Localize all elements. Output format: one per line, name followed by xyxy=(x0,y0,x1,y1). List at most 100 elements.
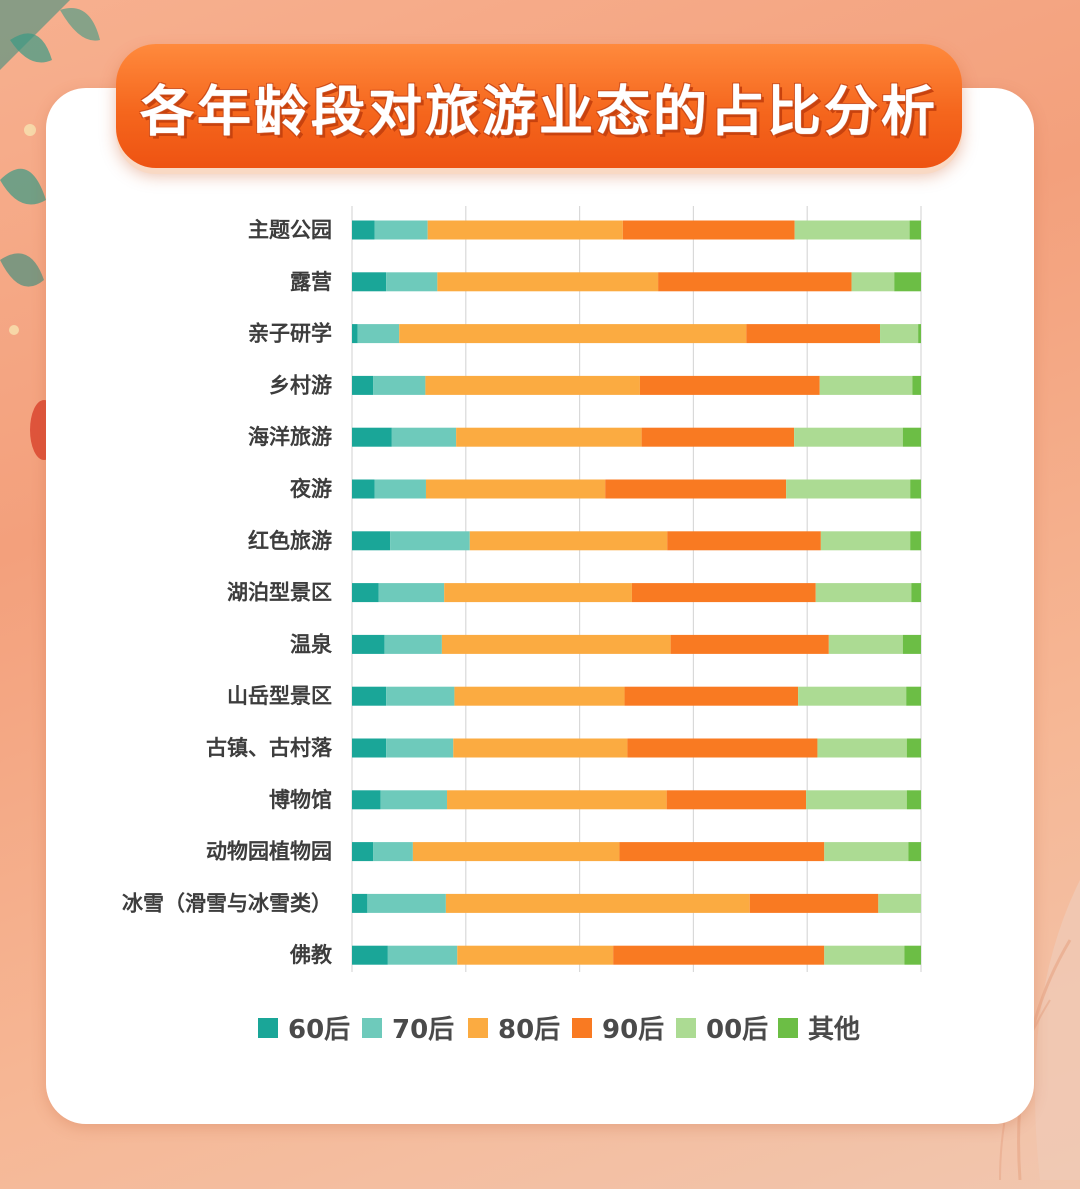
bar-segment xyxy=(390,531,470,551)
bar-segment xyxy=(631,583,816,603)
bar-segment xyxy=(902,427,921,447)
bar-segment xyxy=(918,324,921,344)
bar-segment xyxy=(820,531,911,551)
bar-segment xyxy=(384,634,442,654)
bar-segment xyxy=(851,272,895,292)
bar-segment xyxy=(624,686,799,706)
bar-segment xyxy=(667,531,821,551)
category-label: 红色旅游 xyxy=(248,529,332,553)
bar-segment xyxy=(373,375,426,395)
bar-segment xyxy=(824,945,905,965)
bar-segment xyxy=(824,842,909,862)
bar-segment xyxy=(386,686,455,706)
bar-segment xyxy=(880,324,919,344)
bar-segment xyxy=(352,531,391,551)
bar-segment xyxy=(910,531,921,551)
bar-segment xyxy=(613,945,825,965)
bar-segment xyxy=(909,220,921,240)
bar-segment xyxy=(622,220,795,240)
bar-segment xyxy=(367,893,446,913)
bar-segment xyxy=(352,479,375,499)
bar-segment xyxy=(456,427,642,447)
category-label: 温泉 xyxy=(290,632,333,656)
bar-segment xyxy=(469,531,668,551)
bar-segment xyxy=(352,945,388,965)
bar-segment xyxy=(454,686,625,706)
legend-swatch xyxy=(258,1018,278,1038)
category-label: 夜游 xyxy=(289,477,332,501)
bar-segment xyxy=(894,272,921,292)
bar-segment xyxy=(445,893,750,913)
bar-segment xyxy=(815,583,912,603)
bar-segment xyxy=(425,479,606,499)
bar-segment xyxy=(911,583,921,603)
bar-segment xyxy=(806,790,907,810)
bar-segment xyxy=(906,686,921,706)
category-label: 冰雪（滑雪与冰雪类） xyxy=(122,891,332,915)
bar-segment xyxy=(374,220,428,240)
bar-segment xyxy=(386,272,438,292)
bar-segment xyxy=(386,738,454,758)
bar-segment xyxy=(904,945,921,965)
bar-segment xyxy=(453,738,628,758)
category-label: 露营 xyxy=(290,270,332,294)
bar-segment xyxy=(619,842,825,862)
legend-swatch xyxy=(468,1018,488,1038)
bar-segment xyxy=(352,220,375,240)
legend-swatch xyxy=(572,1018,592,1038)
bar-segment xyxy=(746,324,881,344)
bar-segment xyxy=(627,738,818,758)
bar-segment xyxy=(352,427,392,447)
category-label: 山岳型景区 xyxy=(227,684,332,708)
bar-segment xyxy=(391,427,457,447)
category-label: 动物园植物园 xyxy=(206,840,332,864)
bar-segment xyxy=(670,634,829,654)
bar-segment xyxy=(441,634,671,654)
bar-segment xyxy=(352,272,387,292)
bar-segment xyxy=(794,427,903,447)
bar-segment xyxy=(352,686,387,706)
legend-swatch xyxy=(778,1018,798,1038)
bar-segment xyxy=(819,375,913,395)
bar-segment xyxy=(457,945,614,965)
bar-segment xyxy=(605,479,787,499)
page-title: 各年龄段对旅游业态的占比分析 xyxy=(140,79,938,143)
bar-segment xyxy=(373,842,413,862)
legend-label: 60后 xyxy=(288,1015,350,1045)
bar-segment xyxy=(374,479,426,499)
category-label: 亲子研学 xyxy=(248,322,332,346)
bar-segment xyxy=(817,738,907,758)
category-label: 乡村游 xyxy=(269,373,332,397)
bar-segment xyxy=(794,220,910,240)
bar-segment xyxy=(352,842,374,862)
bar-segment xyxy=(641,427,795,447)
bar-segment xyxy=(425,375,640,395)
bar-segment xyxy=(749,893,879,913)
bar-segment xyxy=(357,324,400,344)
bar-segment xyxy=(912,375,921,395)
bar-segment xyxy=(878,893,921,913)
bar-segment xyxy=(910,479,921,499)
legend-swatch xyxy=(362,1018,382,1038)
bar-segment xyxy=(908,842,921,862)
bar-segment xyxy=(444,583,632,603)
bar-segment xyxy=(352,583,379,603)
legend-label: 80后 xyxy=(498,1015,560,1045)
legend-swatch xyxy=(676,1018,696,1038)
bar-segment xyxy=(352,790,381,810)
bar-segment xyxy=(352,375,374,395)
category-label: 主题公园 xyxy=(248,218,332,242)
bar-segment xyxy=(387,945,458,965)
bar-segment xyxy=(399,324,747,344)
bar-segment xyxy=(352,893,368,913)
bar-segment xyxy=(902,634,921,654)
bar-segment xyxy=(380,790,448,810)
category-label: 湖泊型景区 xyxy=(227,581,332,605)
bar-segment xyxy=(658,272,852,292)
bar-segment xyxy=(786,479,911,499)
legend-label: 00后 xyxy=(706,1015,768,1045)
bar-segment xyxy=(828,634,903,654)
bar-segment xyxy=(447,790,667,810)
legend-label: 70后 xyxy=(392,1015,454,1045)
